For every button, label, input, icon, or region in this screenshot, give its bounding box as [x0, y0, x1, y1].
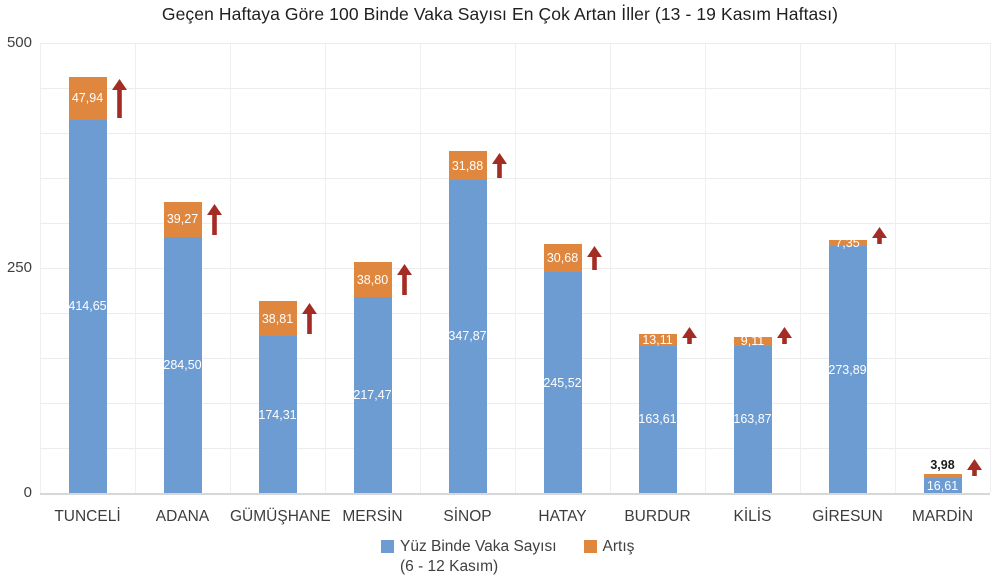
bar-segment-increase — [638, 333, 677, 346]
bar-segment-base-cases — [828, 246, 867, 493]
increase-arrow-icon — [206, 203, 222, 235]
bar-value-label-increase: 30,68 — [546, 251, 579, 266]
bar-value-label-increase: 13,11 — [642, 332, 673, 347]
increase-arrow-icon — [396, 264, 412, 296]
bar-segment-increase — [68, 76, 107, 120]
bar-value-label-increase: 47,94 — [71, 91, 104, 106]
gridline — [799, 43, 801, 493]
x-axis-line — [40, 493, 990, 495]
bar-segment-base-cases — [543, 272, 582, 493]
x-axis-label: HATAY — [538, 508, 587, 525]
increase-arrow-icon — [966, 459, 982, 477]
gridline — [134, 43, 136, 493]
increase-arrow-icon — [111, 78, 127, 118]
bar-segment-base-cases — [68, 119, 107, 493]
x-axis-label: GİRESUN — [812, 508, 883, 525]
bar-value-label-cases: 347,87 — [448, 329, 487, 344]
bar-segment-increase — [923, 474, 962, 479]
bar-segment-increase — [353, 262, 392, 298]
legend-swatch-cases-icon — [381, 540, 394, 553]
increase-arrow-icon — [871, 227, 887, 245]
bar-value-label-cases: 174,31 — [258, 407, 297, 422]
bar-segment-base-cases — [353, 297, 392, 493]
bar-value-label-increase: 38,81 — [261, 311, 294, 326]
gridline — [514, 43, 516, 493]
gridline — [609, 43, 611, 493]
bar-value-label-cases: 245,52 — [543, 375, 582, 390]
bar-segment-base-cases — [733, 345, 772, 493]
bar-segment-base-cases — [163, 236, 202, 493]
bar-segment-increase — [543, 244, 582, 273]
plot-area: 414,65 47,94 284,50 39,27 174,31 38,81 217,47 3… — [39, 42, 991, 495]
legend-label-cases: Yüz Binde Vaka Sayısı — [400, 538, 557, 555]
increase-arrow-icon — [776, 326, 792, 344]
bar-segment-increase — [163, 201, 202, 237]
gridline — [324, 43, 326, 493]
bar-value-label-increase: 3,98 — [930, 458, 955, 473]
legend-label-increase: Artış — [602, 538, 635, 555]
x-axis-label: MARDİN — [911, 508, 974, 525]
x-axis-label: BURDUR — [624, 508, 691, 525]
x-axis-label: GÜMÜŞHANE — [230, 508, 331, 525]
bar-value-label-increase: 39,27 — [166, 212, 199, 227]
bar-value-label-cases: 284,50 — [163, 357, 202, 372]
bar-value-label-increase: 9,11 — [740, 334, 765, 349]
bar-segment-increase — [733, 337, 772, 346]
gridline — [39, 43, 41, 493]
gridline — [894, 43, 896, 493]
bar-segment-base-cases — [448, 179, 487, 493]
x-axis-label: MERSİN — [342, 508, 403, 525]
bar-value-label-cases: 16,61 — [926, 478, 959, 493]
bar-value-label-increase: 31,88 — [451, 158, 484, 173]
bar-segment-base-cases — [923, 478, 962, 493]
bar-segment-base-cases — [258, 336, 297, 493]
bar-value-label-cases: 217,47 — [353, 388, 392, 403]
increase-arrow-icon — [301, 303, 317, 335]
bar-value-label-cases: 273,89 — [828, 362, 867, 377]
y-axis-tick-label: 500 — [6, 34, 32, 51]
gridline — [419, 43, 421, 493]
bar-value-label-cases: 414,65 — [68, 299, 107, 314]
legend-item-cases: Yüz Binde Vaka Sayısı (6 - 12 Kasım) — [381, 537, 557, 578]
y-axis-tick-label: 250 — [6, 259, 32, 276]
bar-value-label-cases: 163,61 — [638, 412, 677, 427]
x-axis-label: TUNCELİ — [54, 508, 121, 525]
chart-title: Geçen Haftaya Göre 100 Binde Vaka Sayısı… — [161, 4, 839, 24]
legend: Yüz Binde Vaka Sayısı (6 - 12 Kasım) Art… — [381, 537, 634, 578]
bar-segment-increase — [258, 301, 297, 337]
bar-value-label-increase: 7,35 — [835, 236, 860, 251]
gridline — [989, 43, 991, 493]
bar-segment-base-cases — [638, 345, 677, 493]
increase-arrow-icon — [586, 246, 602, 271]
bar-value-label-cases: 163,87 — [733, 412, 772, 427]
legend-sublabel-cases: (6 - 12 Kasım) — [400, 558, 499, 575]
gridline — [704, 43, 706, 493]
x-axis-label: KİLİS — [733, 508, 772, 525]
x-axis-label: SİNOP — [443, 508, 492, 525]
legend-item-increase: Artış — [583, 537, 635, 556]
x-axis-label: ADANA — [155, 508, 210, 525]
gridline — [229, 43, 231, 493]
legend-swatch-increase-icon — [583, 540, 597, 553]
bar-segment-increase — [448, 151, 487, 180]
bar-segment-increase — [828, 239, 867, 247]
increase-arrow-icon — [681, 326, 697, 344]
y-axis-tick-label: 0 — [23, 484, 32, 501]
increase-arrow-icon — [491, 152, 507, 178]
bar-value-label-increase: 38,80 — [356, 272, 389, 287]
